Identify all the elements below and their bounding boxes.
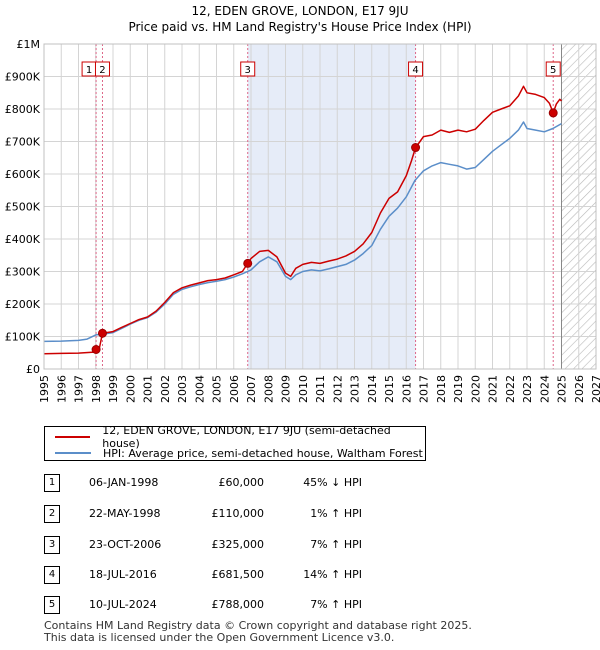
y-tick-label: £800K — [5, 103, 41, 116]
y-tick-label: £300K — [5, 266, 41, 279]
x-tick-label: 2009 — [280, 375, 293, 403]
footer-copyright: Contains HM Land Registry data © Crown c… — [44, 619, 472, 632]
x-tick-label: 2005 — [211, 375, 224, 403]
x-tick-label: 2013 — [349, 375, 362, 403]
transaction-date: 18-JUL-2016 — [89, 568, 157, 581]
transaction-hpi: 45% ↓ HPI — [303, 476, 362, 489]
legend-swatch-hpi — [55, 452, 91, 454]
transaction-price: £681,500 — [211, 568, 265, 581]
y-tick-label: £0 — [26, 363, 40, 376]
x-tick-label: 2025 — [556, 375, 569, 403]
chart-title: 12, EDEN GROVE, LONDON, E17 9JU — [192, 4, 409, 18]
sale-label: 1 — [86, 65, 92, 76]
x-tick-label: 2021 — [487, 375, 500, 403]
x-tick-label: 2004 — [193, 375, 206, 403]
transaction-number: 3 — [44, 536, 60, 554]
x-tick-label: 1995 — [38, 375, 51, 403]
transaction-price: £110,000 — [211, 507, 265, 520]
transaction-hpi: 7% ↑ HPI — [310, 538, 362, 551]
transaction-price: £325,000 — [211, 538, 265, 551]
x-tick-label: 2002 — [159, 375, 172, 403]
sale-point — [243, 258, 253, 268]
x-tick-label: 2012 — [331, 375, 344, 403]
x-tick-label: 2000 — [124, 375, 137, 403]
transaction-date: 06-JAN-1998 — [89, 476, 159, 489]
transaction-date: 22-MAY-1998 — [89, 507, 161, 520]
price-chart: 12, EDEN GROVE, LONDON, E17 9JU Price pa… — [5, 4, 600, 403]
footer-license: This data is licensed under the Open Gov… — [44, 631, 395, 644]
x-tick-label: 2015 — [383, 375, 396, 403]
property-price-line — [43, 85, 563, 355]
transaction-number: 4 — [44, 566, 60, 584]
y-tick-label: £100K — [5, 331, 41, 344]
sale-point — [97, 328, 107, 338]
x-tick-label: 2014 — [366, 375, 379, 403]
x-tick-label: 2017 — [418, 375, 431, 403]
x-tick-label: 2023 — [521, 375, 534, 403]
sale-label-box — [408, 61, 424, 77]
x-tick-label: 2003 — [176, 375, 189, 403]
sale-label: 4 — [412, 65, 418, 76]
legend-label-hpi: HPI: Average price, semi-detached house,… — [103, 446, 423, 460]
x-tick-label: 2024 — [538, 375, 551, 403]
x-tick-label: 2026 — [573, 375, 586, 403]
x-tick-label: 2006 — [228, 375, 241, 403]
x-tick-label: 1997 — [73, 375, 86, 403]
transaction-hpi: 7% ↑ HPI — [310, 598, 362, 611]
x-tick-label: 1999 — [107, 375, 120, 403]
x-tick-label: 2018 — [435, 375, 448, 403]
x-tick-label: 2019 — [452, 375, 465, 403]
x-tick-label: 2008 — [262, 375, 275, 403]
y-tick-label: £400K — [5, 233, 41, 246]
x-tick-label: 2001 — [142, 375, 155, 403]
legend-swatch-property — [55, 436, 91, 438]
y-tick-label: £1M — [17, 38, 41, 51]
legend-label-property: 12, EDEN GROVE, LONDON, E17 9JU (semi-de… — [102, 424, 391, 450]
sale-label: 5 — [550, 65, 556, 76]
sale-label: 2 — [99, 65, 105, 76]
transaction-number: 2 — [44, 505, 60, 523]
x-tick-label: 2011 — [314, 375, 327, 403]
legend: 12, EDEN GROVE, LONDON, E17 9JU (semi-de… — [44, 424, 426, 461]
x-tick-label: 2010 — [297, 375, 310, 403]
x-tick-label: 2022 — [504, 375, 517, 403]
y-tick-label: £700K — [5, 136, 41, 149]
transaction-date: 10-JUL-2024 — [89, 598, 157, 611]
chart-subtitle: Price paid vs. HM Land Registry's House … — [128, 20, 471, 34]
transaction-hpi: 14% ↑ HPI — [303, 568, 362, 581]
y-tick-label: £200K — [5, 298, 41, 311]
y-tick-label: £500K — [5, 201, 41, 214]
plot-border — [43, 43, 597, 370]
transaction-price: £60,000 — [218, 476, 265, 489]
y-tick-label: £900K — [5, 71, 41, 84]
x-tick-label: 2016 — [400, 375, 413, 403]
legend-item-property: 12, EDEN GROVE, LONDON, E17 9JU (semi-de… — [55, 424, 425, 450]
transaction-price: £788,000 — [211, 598, 265, 611]
sale-label-box — [94, 61, 110, 77]
x-tick-label: 1996 — [55, 375, 68, 403]
sale-point — [548, 108, 558, 118]
sale-label: 3 — [245, 65, 251, 76]
sale-point — [411, 143, 421, 153]
transaction-hpi: 1% ↑ HPI — [310, 507, 362, 520]
x-tick-label: 1998 — [90, 375, 103, 403]
sale-label-box — [545, 61, 561, 77]
y-tick-label: £600K — [5, 168, 41, 181]
transaction-number: 5 — [44, 596, 60, 614]
transaction-date: 23-OCT-2006 — [89, 538, 162, 551]
legend-item-hpi: HPI: Average price, semi-detached house,… — [55, 445, 423, 461]
footer: Contains HM Land Registry data © Crown c… — [44, 620, 472, 644]
transaction-number: 1 — [44, 474, 60, 492]
sale-point — [91, 345, 101, 354]
x-tick-label: 2020 — [469, 375, 482, 403]
sale-label-box — [240, 61, 256, 77]
x-tick-label: 2027 — [590, 375, 600, 403]
x-tick-label: 2007 — [245, 375, 258, 403]
